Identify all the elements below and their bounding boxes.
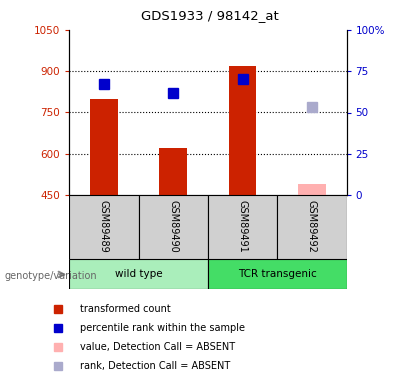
Text: GSM89491: GSM89491: [238, 201, 247, 253]
Text: genotype/variation: genotype/variation: [4, 271, 97, 280]
Bar: [90, 99, 118, 195]
Text: wild type: wild type: [115, 269, 163, 279]
Text: percentile rank within the sample: percentile rank within the sample: [80, 323, 244, 333]
Text: GSM89490: GSM89490: [168, 201, 178, 253]
Bar: [208, 195, 277, 259]
Bar: [69, 195, 139, 259]
Text: GSM89489: GSM89489: [99, 201, 109, 253]
Text: GSM89492: GSM89492: [307, 200, 317, 254]
Text: transformed count: transformed count: [80, 304, 171, 314]
Bar: [160, 148, 187, 195]
Text: GDS1933 / 98142_at: GDS1933 / 98142_at: [141, 9, 279, 22]
Text: value, Detection Call = ABSENT: value, Detection Call = ABSENT: [80, 342, 235, 352]
Bar: [229, 66, 257, 195]
Text: TCR transgenic: TCR transgenic: [238, 269, 317, 279]
Text: rank, Detection Call = ABSENT: rank, Detection Call = ABSENT: [80, 361, 230, 370]
Bar: [69, 259, 208, 289]
Bar: [139, 195, 208, 259]
Bar: [208, 259, 346, 289]
Bar: [277, 195, 346, 259]
Bar: [298, 184, 326, 195]
